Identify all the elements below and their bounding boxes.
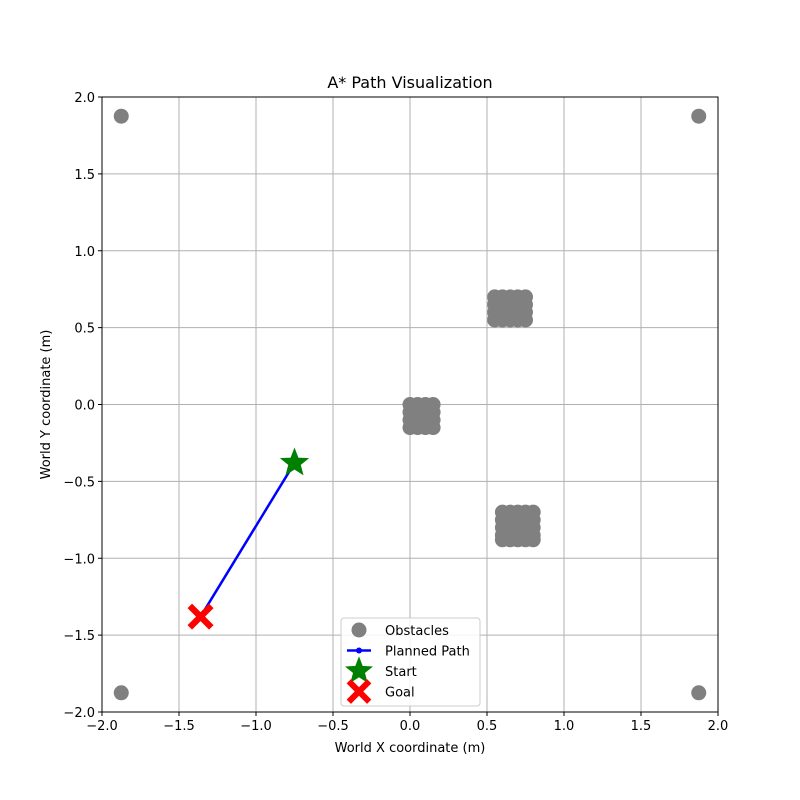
legend-goal-label: Goal	[385, 686, 415, 701]
obstacles-marker	[425, 420, 441, 436]
obstacles-marker	[525, 532, 541, 548]
plot-area	[113, 108, 707, 701]
obstacles-marker	[691, 108, 707, 124]
x-tick-label: −1.0	[240, 719, 272, 734]
y-axis-label: World Y coordinate (m)	[39, 330, 54, 480]
legend: Obstacles Planned Path Start Goal	[340, 617, 481, 707]
legend-obstacles-label: Obstacles	[385, 624, 449, 639]
axis-ticks: −2.0 −1.5 −1.0 −0.5 0.0 0.5 1.0 1.5 2.0 −2.0 −1.5 −…	[63, 91, 728, 734]
y-tick-label: −2.0	[63, 706, 95, 721]
legend-start-label: Start	[385, 665, 417, 680]
legend-start-swatch	[345, 656, 373, 683]
y-tick-label: 0.5	[74, 322, 95, 337]
legend-box	[340, 617, 481, 707]
legend-goal-swatch	[346, 679, 372, 704]
x-tick-label: 1.0	[554, 719, 575, 734]
y-tick-label: −1.0	[63, 552, 95, 567]
chart-title: A* Path Visualization	[327, 73, 492, 92]
planned-path-line	[199, 462, 296, 618]
x-tick-label: 2.0	[708, 719, 729, 734]
x-tick-label: −1.5	[163, 719, 195, 734]
legend-obstacles-swatch	[351, 622, 367, 638]
goal-marker	[187, 603, 214, 630]
start-marker	[279, 447, 310, 476]
legend-planned-path-swatch	[356, 647, 362, 654]
x-tick-label: 1.5	[631, 719, 652, 734]
x-tick-label: −2.0	[86, 719, 118, 734]
y-tick-label: −0.5	[63, 475, 95, 490]
x-axis-label: World X coordinate (m)	[335, 741, 486, 756]
obstacles-marker	[691, 685, 707, 701]
y-tick-label: 2.0	[74, 91, 95, 106]
obstacles-marker	[113, 108, 129, 124]
x-tick-label: 0.0	[400, 719, 421, 734]
y-tick-label: 1.0	[74, 245, 95, 260]
y-tick-label: −1.5	[63, 629, 95, 644]
obstacles-marker	[113, 685, 129, 701]
y-tick-label: 0.0	[74, 399, 95, 414]
legend-planned-path-label: Planned Path	[385, 645, 470, 660]
x-tick-label: −0.5	[317, 719, 349, 734]
y-tick-label: 1.5	[74, 168, 95, 183]
obstacles-marker	[518, 312, 533, 328]
x-tick-label: 0.5	[477, 719, 498, 734]
